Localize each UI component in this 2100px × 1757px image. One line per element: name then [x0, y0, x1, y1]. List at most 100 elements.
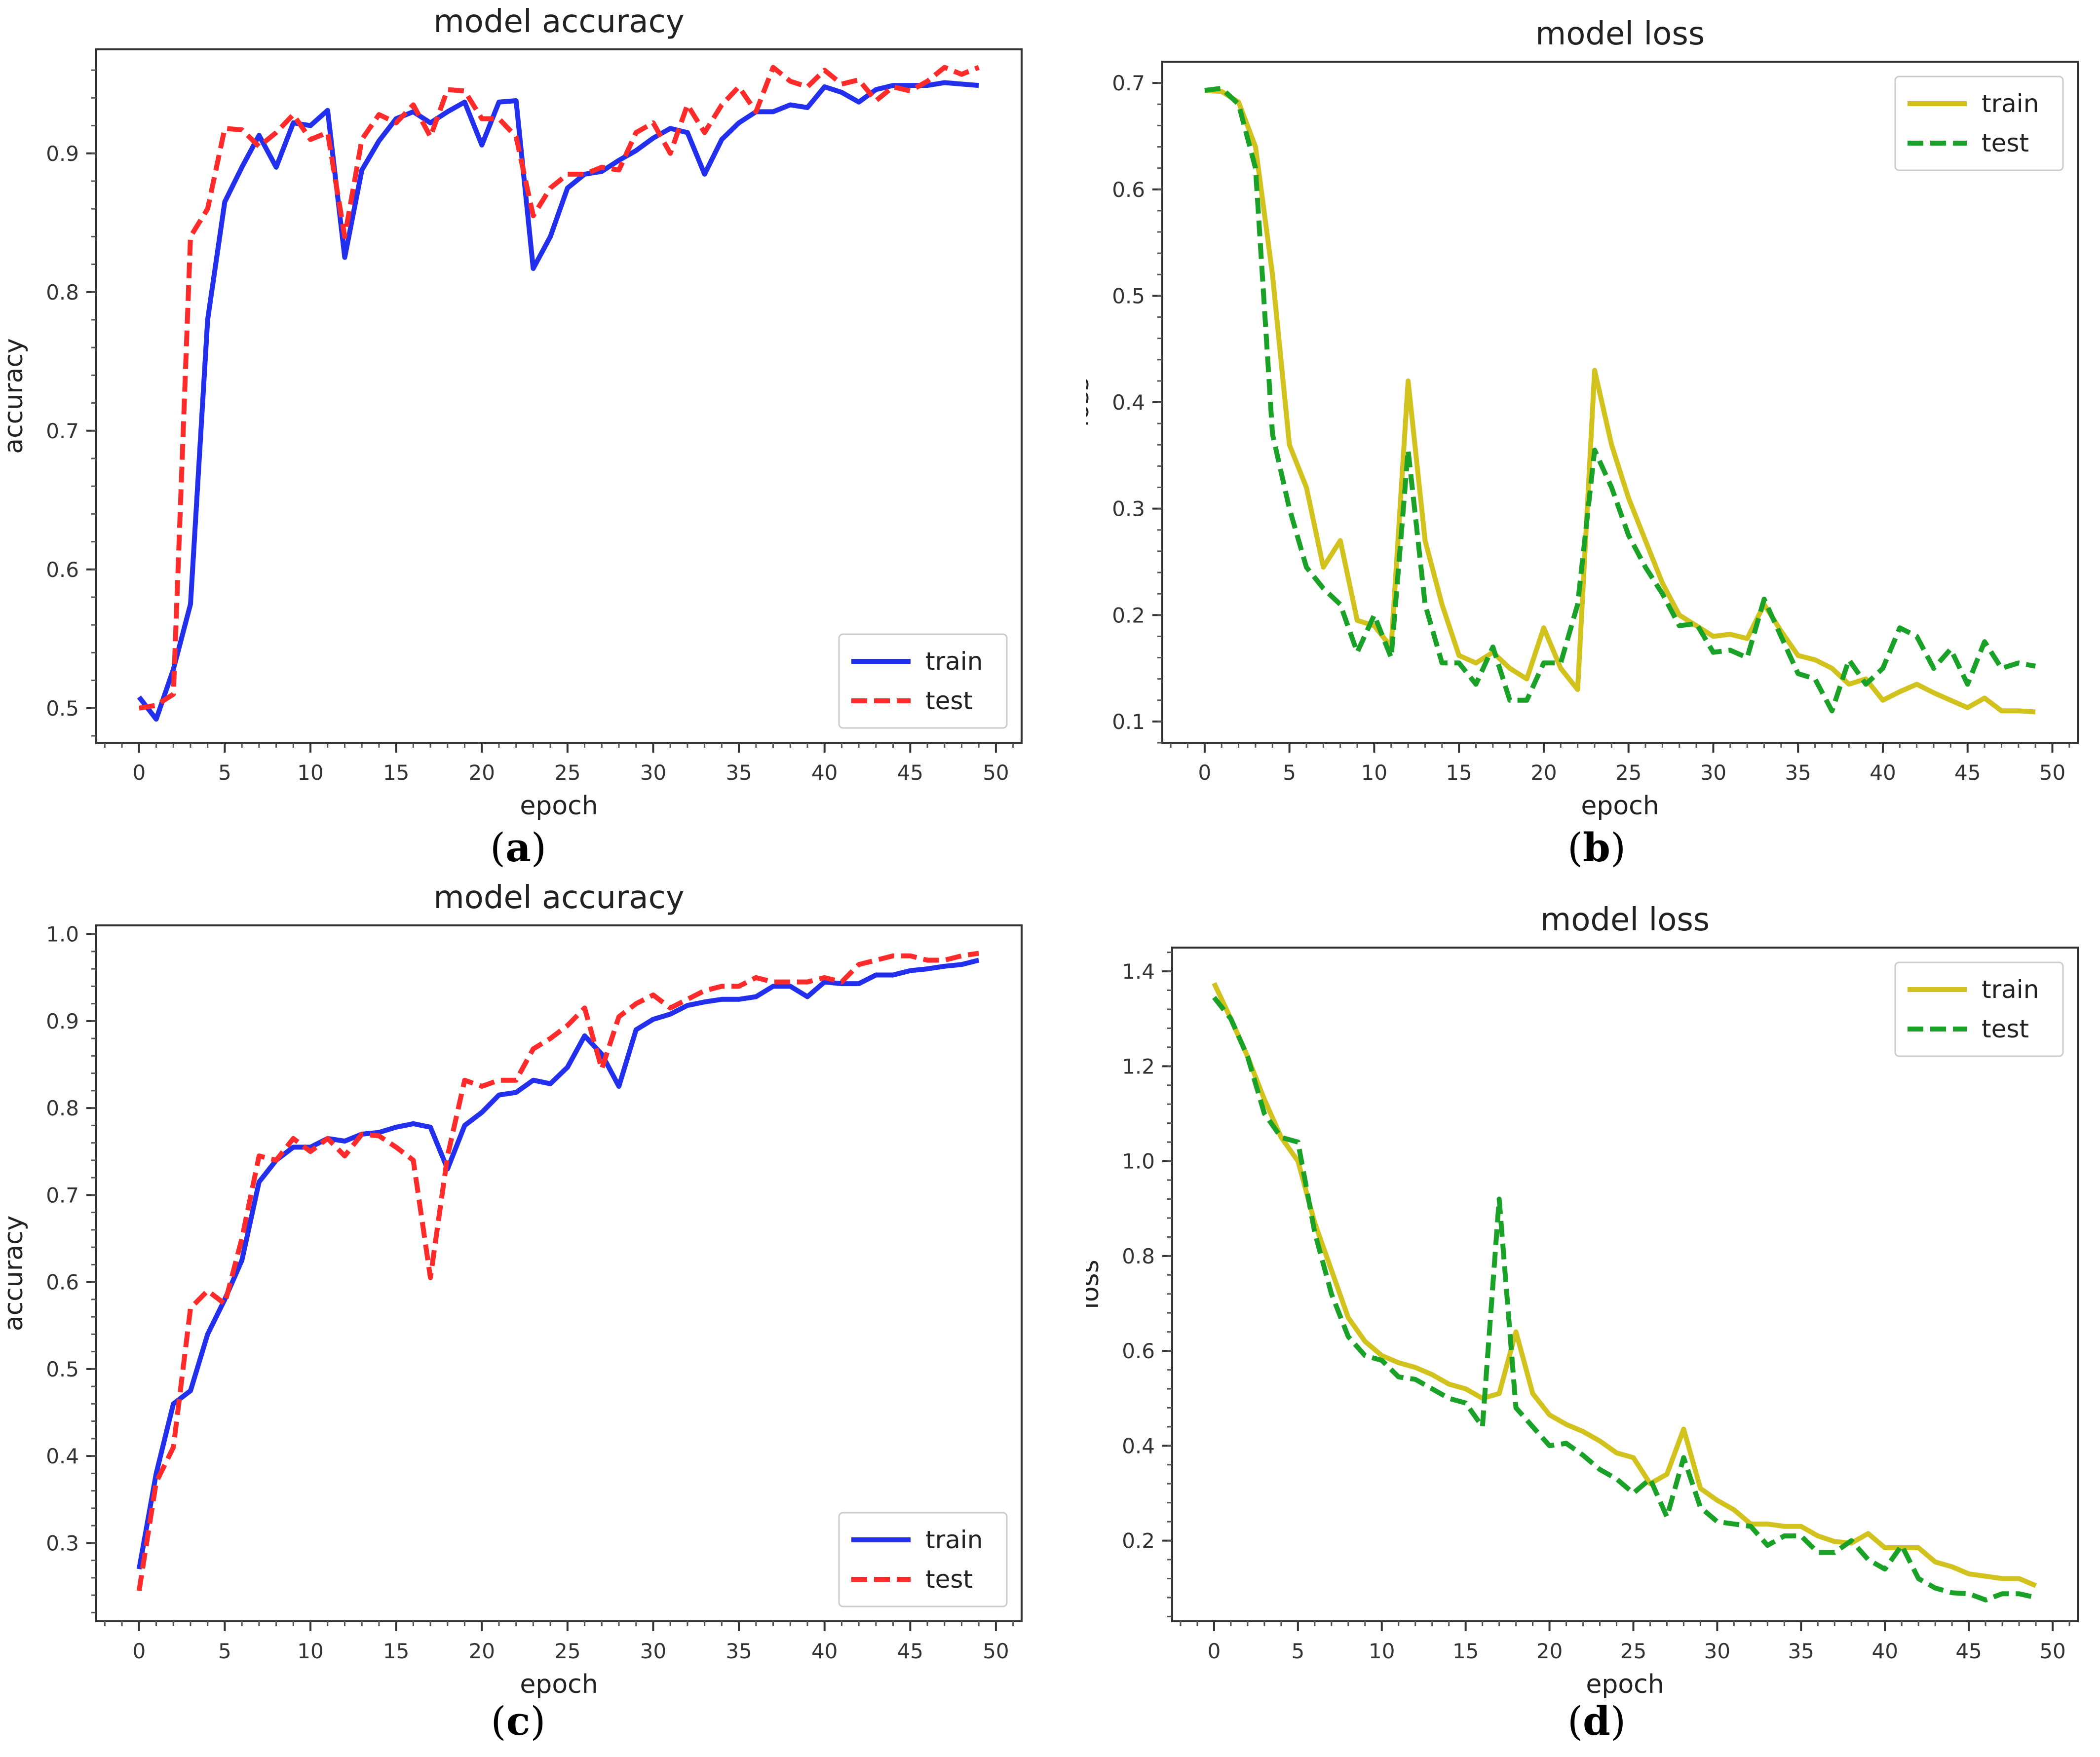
chart-c-y-tick-label: 0.4 [46, 1444, 79, 1468]
caption-b-letter: b [1583, 824, 1610, 871]
chart-b-y-axis-label: loss [1086, 378, 1095, 427]
chart-a-plot-frame [95, 48, 1023, 744]
chart-b-svg: model loss 0 5 10 15 20 25 30 35 40 45 50 epoch 0.1 0.… [1086, 16, 2079, 821]
chart-b-y-tick-label: 0.6 [1112, 178, 1145, 202]
chart-d-y-tick-label: 0.8 [1122, 1244, 1155, 1268]
chart-c-series-train [136, 957, 980, 1570]
chart-panel-a: model accuracy 0 5 10 15 20 25 30 35 40 45 50 epoch 0… [0, 0, 1049, 849]
chart-panel-c: model accuracy 0 5 10 15 20 25 30 35 40 45 50 epoch 0… [0, 878, 1049, 1708]
chart-a-y-tick-label: 0.5 [46, 696, 79, 721]
chart-b-title: model loss [1535, 16, 1705, 52]
chart-c-x-tick-label: 0 [132, 1639, 146, 1663]
chart-d-series-train [1212, 982, 2037, 1588]
chart-d-x-tick-label: 30 [1704, 1639, 1730, 1663]
chart-c-x-axis-label: epoch [520, 1670, 598, 1699]
chart-c-legend-label-test: test [925, 1565, 973, 1594]
chart-c-x-tick-label: 35 [725, 1639, 752, 1663]
chart-d-y-tick-label: 0.2 [1122, 1529, 1155, 1553]
chart-d-series-test [1212, 995, 2037, 1603]
chart-a-x-tick-label: 5 [218, 761, 231, 785]
chart-c-x-tick-label: 25 [554, 1639, 580, 1663]
chart-d-y-tick-label: 0.4 [1122, 1434, 1155, 1458]
chart-c-legend-box [838, 1512, 1008, 1607]
chart-a-y-tick-label: 0.9 [46, 142, 79, 166]
chart-a-series-train [137, 80, 979, 722]
chart-b-y-tick-label: 0.5 [1112, 284, 1145, 308]
caption-a: (a) [490, 824, 547, 871]
chart-c-y-tick-label: 0.8 [46, 1096, 79, 1120]
chart-d-x-tick-label: 20 [1536, 1639, 1563, 1663]
chart-a-x-tick-label: 50 [983, 761, 1009, 785]
chart-a-x-tick-label: 35 [725, 761, 752, 785]
chart-b-legend-label-test: test [1982, 129, 2029, 157]
chart-a-x-tick-label: 25 [554, 761, 580, 785]
chart-b-legend: train test [1894, 76, 2064, 171]
chart-a-x-tick-label: 30 [640, 761, 666, 785]
chart-a-series-test [138, 65, 980, 711]
caption-d: (d) [1567, 1698, 1626, 1744]
chart-c-x-tick-label: 20 [469, 1639, 495, 1663]
chart-b-legend-box [1894, 76, 2064, 171]
chart-a-legend-box [838, 633, 1008, 729]
chart-d-legend-label-train: train [1982, 975, 2039, 1004]
chart-d-x-tick-label: 45 [1955, 1639, 1982, 1663]
chart-d-legend-box [1894, 961, 2064, 1057]
chart-c-legend-label-train: train [925, 1526, 983, 1554]
caption-b: (b) [1567, 824, 1626, 871]
chart-d-x-tick-label: 0 [1208, 1639, 1221, 1663]
chart-a-y-tick-label: 0.7 [46, 419, 79, 443]
chart-c-x-tick-label: 30 [640, 1639, 666, 1663]
caption-a-letter: a [505, 824, 531, 871]
chart-c-y-tick-label: 0.7 [46, 1183, 79, 1207]
chart-c-legend: train test [838, 1512, 1008, 1607]
chart-d-x-tick-label: 50 [2039, 1639, 2065, 1663]
chart-c-y-tick-label: 0.3 [46, 1531, 79, 1555]
chart-panel-b: model loss 0 5 10 15 20 25 30 35 40 45 50 epoch 0.1 0.… [1086, 0, 2100, 849]
chart-c-y-axis-label: accuracy [0, 1216, 29, 1332]
chart-d-y-tick-label: 0.6 [1122, 1339, 1155, 1363]
chart-a-x-tick-label: 45 [897, 761, 923, 785]
chart-b-y-tick-label: 0.4 [1112, 390, 1145, 415]
caption-d-letter: d [1583, 1698, 1610, 1744]
chart-c-y-tick-label: 0.6 [46, 1270, 79, 1295]
chart-d-x-axis-label: epoch [1586, 1670, 1664, 1699]
chart-c-svg: model accuracy 0 5 10 15 20 25 30 35 40 45 50 epoch 0… [0, 879, 1023, 1699]
chart-d-y-axis-label: loss [1086, 1260, 1105, 1309]
chart-c-title: model accuracy [433, 879, 684, 916]
chart-d-x-tick-label: 40 [1871, 1639, 1898, 1663]
chart-c-plot-frame [95, 924, 1023, 1622]
chart-a-x-tick-label: 0 [132, 761, 146, 785]
chart-b-series-test [1204, 85, 2036, 714]
chart-d-x-tick-label: 10 [1369, 1639, 1395, 1663]
chart-b-x-tick-label: 15 [1446, 761, 1472, 785]
chart-c-y-tick-label: 0.5 [46, 1357, 79, 1381]
chart-d-plot-frame [1171, 947, 2079, 1622]
chart-b-y-tick-label: 0.2 [1112, 603, 1145, 627]
chart-c-y-tick-label: 1.0 [46, 922, 79, 947]
chart-d-y-tick-label: 1.4 [1122, 959, 1155, 984]
chart-d-x-tick-label: 5 [1291, 1639, 1304, 1663]
chart-b-y-tick-label: 0.7 [1112, 71, 1145, 95]
chart-a-y-tick-label: 0.8 [46, 280, 79, 305]
chart-d-legend: train test [1894, 961, 2064, 1057]
chart-d-y-tick-label: 1.0 [1122, 1149, 1155, 1174]
chart-b-x-tick-label: 45 [1954, 761, 1981, 785]
chart-b-series-train [1204, 88, 2036, 715]
chart-d-x-tick-label: 35 [1788, 1639, 1814, 1663]
chart-a-legend: train test [838, 633, 1008, 729]
chart-b-x-tick-label: 50 [2039, 761, 2065, 785]
chart-a-x-axis-label: epoch [520, 791, 598, 821]
chart-b-y-tick-label: 0.3 [1112, 497, 1145, 521]
chart-c-x-tick-label: 50 [983, 1639, 1009, 1663]
chart-a-svg: model accuracy 0 5 10 15 20 25 30 35 40 45 50 epoch 0… [0, 3, 1023, 821]
chart-a-x-tick-label: 10 [297, 761, 323, 785]
chart-d-x-tick-label: 25 [1620, 1639, 1646, 1663]
chart-a-title: model accuracy [433, 3, 684, 40]
chart-b-x-tick-label: 5 [1283, 761, 1296, 785]
chart-b-x-tick-label: 0 [1198, 761, 1212, 785]
chart-c-x-tick-label: 45 [897, 1639, 923, 1663]
chart-b-legend-label-train: train [1982, 89, 2039, 118]
chart-b-x-tick-label: 25 [1615, 761, 1642, 785]
chart-c-series-test [136, 951, 979, 1592]
chart-a-legend-label-test: test [925, 687, 973, 715]
